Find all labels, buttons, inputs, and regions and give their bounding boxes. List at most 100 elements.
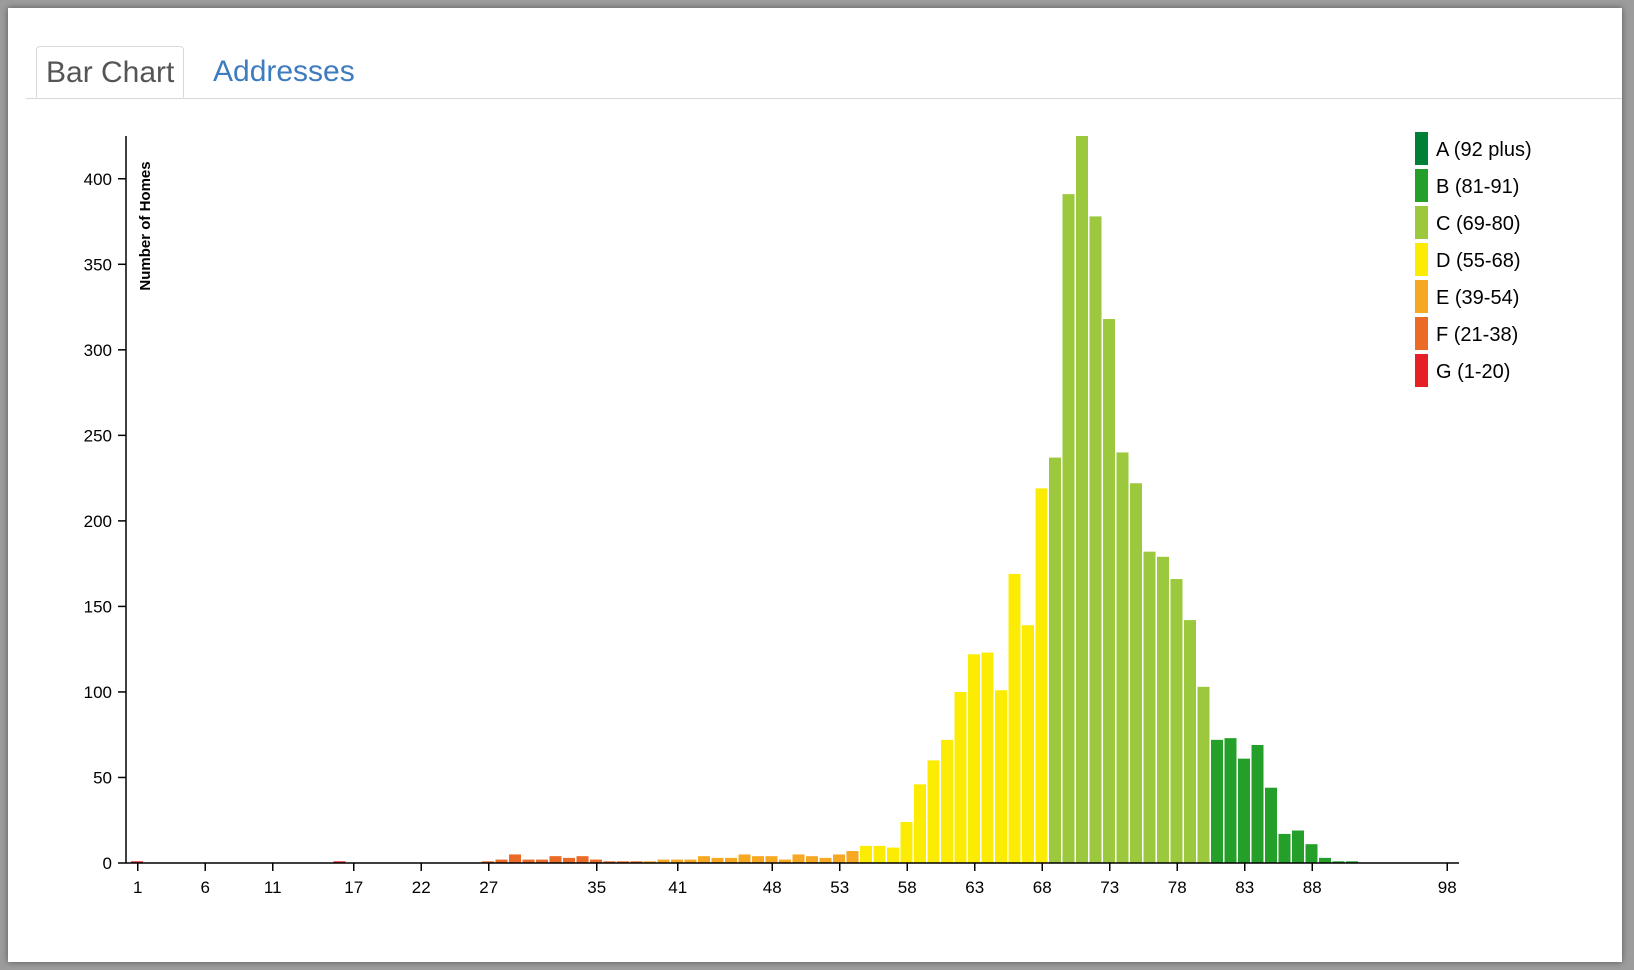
bar-76 — [1143, 551, 1156, 863]
legend: A (92 plus) B (81-91) C (69-80) D (55-68) E … — [1415, 132, 1532, 387]
bar-40 — [657, 859, 670, 863]
bar-65 — [995, 690, 1007, 863]
legend-label-6: G (1-20) — [1436, 361, 1510, 383]
legend-label-3: D (55-68) — [1436, 250, 1520, 272]
legend-swatch-1 — [1415, 169, 1428, 202]
bar-83 — [1238, 758, 1250, 863]
bar-53 — [833, 854, 845, 863]
bar-chart: 0 50 100 150 200 250 300 350 400 1 6 11 17 22 27 35 41 48… — [84, 132, 1532, 897]
bar-82 — [1224, 738, 1237, 863]
bar-62 — [954, 691, 967, 863]
bars-layer — [131, 136, 1358, 863]
legend-swatch-6 — [1415, 354, 1428, 387]
tab-addresses[interactable]: Addresses — [213, 55, 355, 88]
x-tick-label-17: 17 — [344, 878, 363, 897]
y-tick-label-0: 0 — [103, 854, 112, 873]
bar-87 — [1292, 830, 1304, 863]
bar-38 — [630, 861, 643, 863]
bar-48 — [765, 856, 778, 863]
bar-88 — [1305, 844, 1318, 863]
bar-71 — [1076, 136, 1088, 863]
bar-46 — [738, 854, 751, 863]
bar-64 — [981, 652, 994, 863]
bar-72 — [1089, 216, 1102, 863]
bar-86 — [1278, 833, 1291, 863]
bar-43 — [698, 856, 710, 863]
bar-39 — [644, 861, 656, 863]
bar-58 — [900, 821, 913, 863]
bar-57 — [887, 847, 899, 863]
bar-30 — [522, 859, 535, 863]
legend-swatch-2 — [1415, 206, 1428, 239]
legend-label-1: B (81-91) — [1436, 176, 1519, 198]
bar-59 — [914, 784, 926, 863]
bar-54 — [846, 851, 859, 863]
bar-91 — [1346, 861, 1358, 863]
y-tick-label-350: 350 — [84, 255, 112, 274]
bar-84 — [1251, 744, 1264, 863]
bar-16 — [333, 861, 346, 863]
y-tick-label-50: 50 — [93, 768, 112, 787]
legend-swatch-3 — [1415, 243, 1428, 276]
x-tick-label-83: 83 — [1235, 878, 1254, 897]
bar-49 — [779, 859, 791, 863]
legend-label-4: E (39-54) — [1436, 287, 1519, 309]
legend-swatch-4 — [1415, 280, 1428, 313]
y-tick-label-150: 150 — [84, 597, 112, 616]
legend-label-0: A (92 plus) — [1436, 139, 1532, 161]
bar-44 — [711, 857, 724, 863]
bar-60 — [927, 760, 940, 863]
bar-61 — [941, 739, 953, 863]
legend-label-2: C (69-80) — [1436, 213, 1520, 235]
bar-81 — [1211, 739, 1223, 863]
y-tick-label-400: 400 — [84, 170, 112, 189]
bar-68 — [1035, 488, 1048, 863]
bar-32 — [549, 856, 562, 863]
x-tick-label-53: 53 — [830, 878, 849, 897]
bar-45 — [725, 857, 737, 863]
x-tick-label-73: 73 — [1100, 878, 1119, 897]
bar-35 — [590, 859, 602, 863]
bar-52 — [819, 857, 832, 863]
x-tick-label-41: 41 — [668, 878, 687, 897]
bar-67 — [1022, 625, 1034, 863]
x-tick-label-22: 22 — [412, 878, 431, 897]
bar-77 — [1157, 556, 1169, 863]
bar-28 — [495, 859, 508, 863]
bar-36 — [603, 861, 616, 863]
y-tick-label-200: 200 — [84, 512, 112, 531]
tab-bar-chart[interactable]: Bar Chart — [36, 46, 185, 98]
x-tick-label-6: 6 — [201, 878, 210, 897]
x-tick-label-63: 63 — [965, 878, 984, 897]
x-tick-label-48: 48 — [763, 878, 782, 897]
bar-85 — [1265, 787, 1277, 863]
y-axis-label: Number of Homes — [137, 161, 154, 290]
bar-56 — [873, 845, 886, 863]
bar-63 — [968, 654, 980, 863]
legend-swatch-5 — [1415, 317, 1428, 350]
y-tick-label-300: 300 — [84, 341, 112, 360]
chart-panel: Bar Chart Addresses 0 50 100 150 200 250 300 35… — [8, 8, 1622, 962]
x-tick-label-68: 68 — [1033, 878, 1052, 897]
bar-79 — [1184, 620, 1196, 863]
bar-90 — [1332, 861, 1345, 863]
bar-73 — [1103, 319, 1115, 863]
bar-89 — [1319, 857, 1331, 863]
x-tick-label-1: 1 — [133, 878, 142, 897]
x-tick-label-88: 88 — [1303, 878, 1322, 897]
x-tick-label-78: 78 — [1168, 878, 1187, 897]
x-tick-label-58: 58 — [898, 878, 917, 897]
bar-50 — [792, 854, 805, 863]
bar-55 — [860, 845, 872, 863]
tab-bar: Bar Chart Addresses — [26, 36, 1622, 99]
bar-80 — [1197, 686, 1210, 863]
bar-33 — [563, 857, 575, 863]
bar-37 — [617, 861, 629, 863]
y-tick-label-250: 250 — [84, 426, 112, 445]
axes-layer: 0 50 100 150 200 250 300 350 400 1 6 11 17 22 27 35 41 48… — [84, 136, 1459, 897]
bar-74 — [1116, 452, 1129, 863]
bar-42 — [684, 859, 697, 863]
bar-27 — [482, 861, 494, 863]
bar-41 — [671, 859, 683, 863]
bar-69 — [1049, 457, 1061, 863]
